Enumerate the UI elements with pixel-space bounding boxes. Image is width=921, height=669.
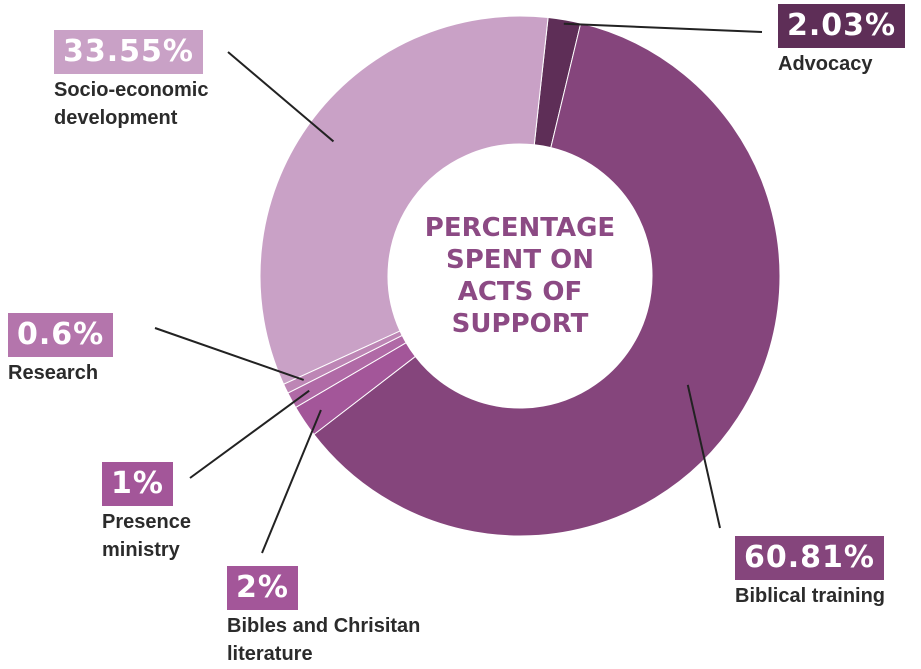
label-text-biblical-training: Biblical training bbox=[735, 585, 886, 607]
label-text-advocacy: Advocacy bbox=[778, 53, 873, 75]
label-biblical-training: 60.81% Biblical training bbox=[735, 536, 885, 610]
value-badge-advocacy: 2.03% bbox=[778, 4, 906, 48]
label-advocacy: 2.03% Advocacy bbox=[778, 4, 906, 78]
label-text-socio-economic: Socio-economic development bbox=[54, 79, 209, 129]
label-text-research: Research bbox=[8, 362, 99, 384]
leader-line-3 bbox=[189, 389, 310, 479]
title-line-3: ACTS OF bbox=[457, 277, 583, 307]
value-badge-socio-economic: 33.55% bbox=[54, 30, 203, 74]
slice-biblical-training bbox=[313, 22, 781, 537]
leader-line-1 bbox=[686, 384, 721, 529]
value-badge-bibles-literature: 2% bbox=[227, 566, 298, 610]
label-text-presence-ministry: Presence ministry bbox=[102, 511, 191, 561]
value-badge-presence-ministry: 1% bbox=[102, 462, 173, 506]
label-socio-economic: 33.55% Socio-economic development bbox=[54, 30, 254, 132]
title-line-1: PERCENTAGE bbox=[424, 213, 616, 243]
value-badge-biblical-training: 60.81% bbox=[735, 536, 884, 580]
label-text-bibles-literature: Bibles and Chrisitan literature bbox=[227, 615, 421, 665]
leader-line-4 bbox=[154, 327, 305, 381]
title-line-4: SUPPORT bbox=[451, 309, 589, 339]
value-badge-research: 0.6% bbox=[8, 313, 114, 357]
leader-line-5 bbox=[227, 51, 335, 143]
chart-title: PERCENTAGE SPENT ON ACTS OF SUPPORT bbox=[410, 212, 630, 340]
label-bibles-literature: 2% Bibles and Chrisitan literature bbox=[227, 566, 487, 668]
label-presence-ministry: 1% Presence ministry bbox=[102, 462, 232, 564]
title-line-2: SPENT ON bbox=[446, 245, 594, 275]
slice-socio-economic-development bbox=[259, 15, 549, 385]
label-research: 0.6% Research bbox=[8, 313, 114, 387]
leader-line-2 bbox=[261, 409, 322, 554]
leader-line-0 bbox=[563, 22, 763, 33]
